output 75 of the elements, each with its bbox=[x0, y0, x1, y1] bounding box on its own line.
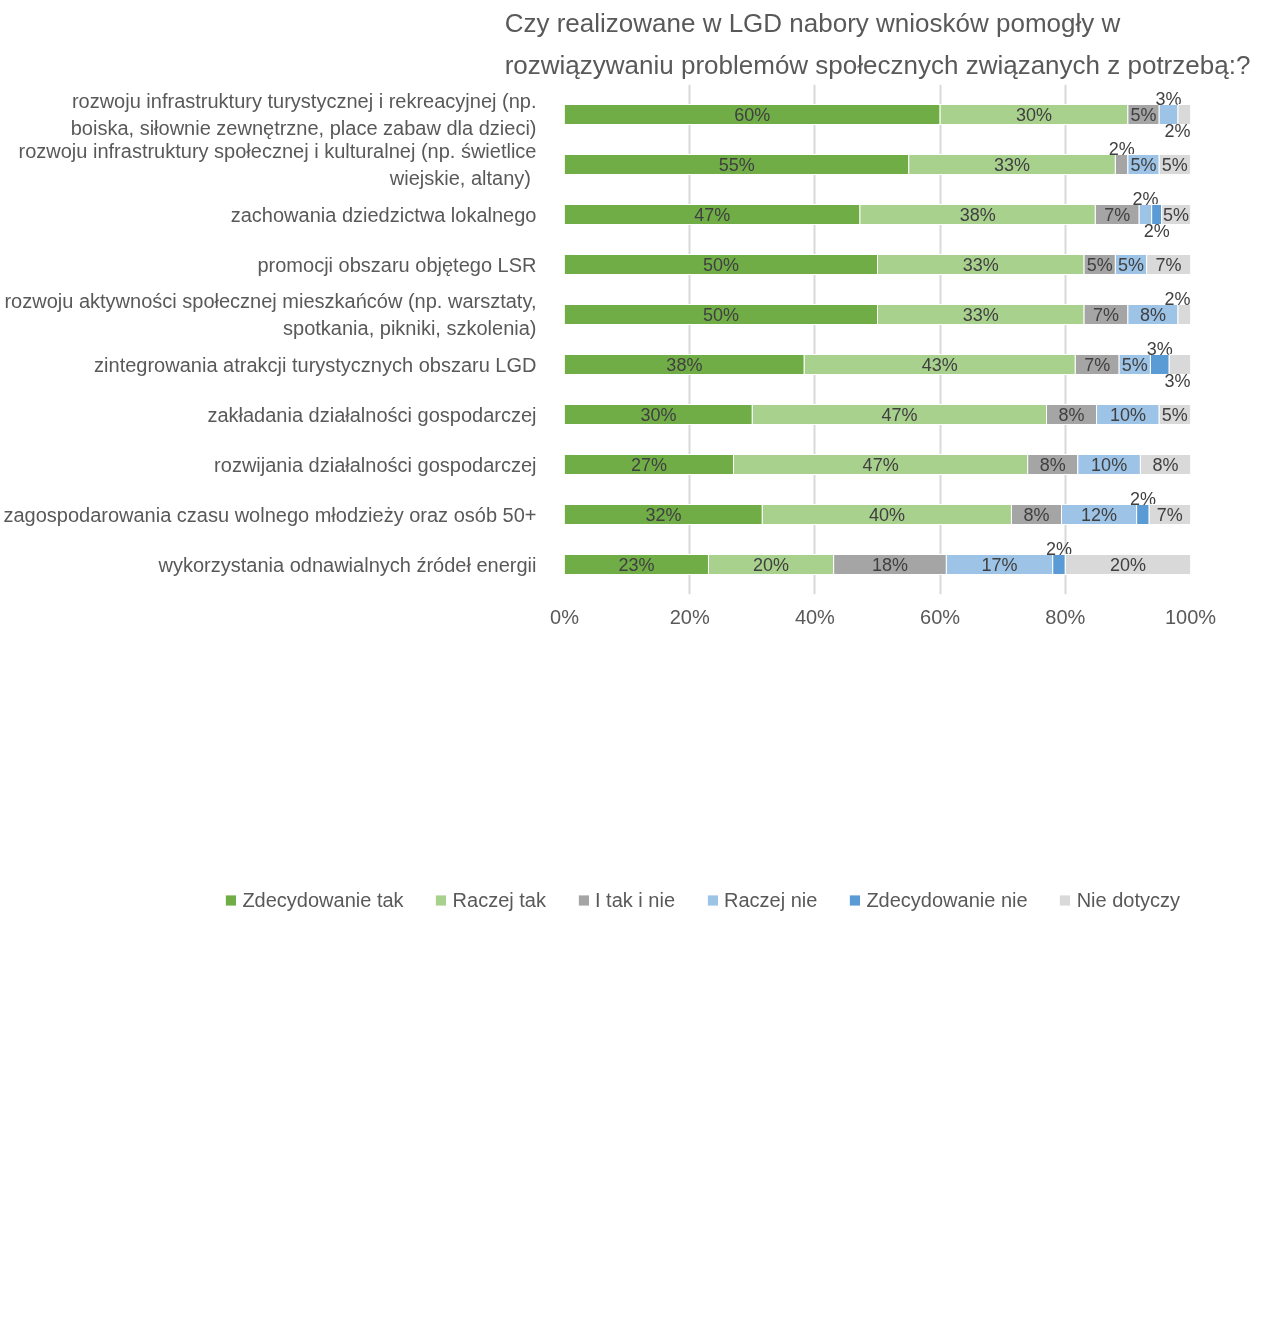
chart-title: Czy realizowane w LGD nabory wniosków pomogły w rozwiązywaniu problemów społecznych związanych z potrzebą:? bbox=[504, 7, 1251, 80]
legend-label: Raczej nie bbox=[724, 888, 818, 912]
data-label: 12% bbox=[1081, 504, 1118, 525]
y-tick-label: zakładania działalności gospodarczej bbox=[207, 403, 537, 426]
data-label: 55% bbox=[718, 154, 755, 175]
data-label: 5% bbox=[1086, 254, 1113, 275]
data-label: 23% bbox=[618, 554, 655, 575]
data-label: 10% bbox=[1091, 454, 1128, 475]
legend-label: Zdecydowanie nie bbox=[866, 888, 1028, 912]
y-tick-label: promocji obszaru objętego LSR bbox=[257, 253, 537, 276]
data-label: 2% bbox=[1132, 188, 1159, 209]
data-label: 17% bbox=[981, 554, 1018, 575]
data-label: 3% bbox=[1164, 370, 1191, 391]
data-label: 32% bbox=[645, 504, 682, 525]
data-label: 5% bbox=[1130, 154, 1157, 175]
data-label: 2% bbox=[1164, 120, 1191, 141]
data-label: 33% bbox=[994, 154, 1031, 175]
data-label: 7% bbox=[1155, 254, 1182, 275]
legend-label: Raczej tak bbox=[452, 888, 546, 912]
x-tick-label: 40% bbox=[794, 605, 836, 628]
data-label: 7% bbox=[1092, 304, 1119, 325]
data-label: 10% bbox=[1109, 404, 1146, 425]
data-label: 47% bbox=[862, 454, 899, 475]
data-label: 33% bbox=[962, 304, 999, 325]
data-label: 2% bbox=[1129, 488, 1156, 509]
data-label: 8% bbox=[1039, 454, 1066, 475]
data-label: 5% bbox=[1161, 404, 1188, 425]
data-label: 8% bbox=[1152, 454, 1179, 475]
y-tick-label: rozwoju infrastruktury społecznej i kulturalnej (np. świetlice wiejskie, altany) bbox=[18, 140, 537, 189]
legend-label: Nie dotyczy bbox=[1076, 888, 1180, 912]
data-label: 7% bbox=[1104, 204, 1131, 225]
data-label: 2% bbox=[1046, 538, 1073, 559]
data-label: 18% bbox=[872, 554, 909, 575]
data-label: 30% bbox=[640, 404, 677, 425]
data-label: 50% bbox=[702, 254, 740, 275]
data-label: 27% bbox=[631, 454, 668, 475]
data-label: 5% bbox=[1161, 154, 1188, 175]
data-label: 7% bbox=[1084, 354, 1111, 375]
data-label: 8% bbox=[1023, 504, 1050, 525]
y-tick-label: wykorzystania odnawialnych źródeł energii bbox=[157, 553, 537, 576]
y-tick-label: zachowania dziedzictwa lokalnego bbox=[230, 203, 537, 226]
data-label: 2% bbox=[1164, 288, 1191, 309]
data-label: 33% bbox=[962, 254, 999, 275]
x-tick-label: 60% bbox=[920, 605, 961, 628]
data-label: 8% bbox=[1139, 304, 1166, 325]
y-tick-label: rozwoju aktywności społecznej mieszkańców (np. warsztaty, spotkania, pikniki, szkolenia) bbox=[4, 290, 537, 339]
data-label: 47% bbox=[694, 204, 731, 225]
data-label: 20% bbox=[753, 554, 790, 575]
data-label: 3% bbox=[1155, 88, 1182, 109]
y-tick-label: rozwoju infrastruktury turystycznej i rekreacyjnej (np. boiska, siłownie zewnętrzne, place zabaw dla dzieci) bbox=[70, 90, 537, 139]
data-label: 30% bbox=[1015, 104, 1053, 125]
x-tick-label: 80% bbox=[1045, 605, 1086, 628]
data-label: 38% bbox=[959, 204, 996, 225]
data-label: 7% bbox=[1156, 504, 1183, 525]
data-label: 3% bbox=[1146, 338, 1173, 359]
data-label: 43% bbox=[921, 354, 958, 375]
data-label: 50% bbox=[702, 304, 740, 325]
legend-label: I tak i nie bbox=[594, 888, 676, 912]
data-label: 38% bbox=[666, 354, 703, 375]
x-tick-label: 20% bbox=[669, 605, 710, 628]
data-label: 8% bbox=[1058, 404, 1085, 425]
x-tick-label: 100% bbox=[1164, 605, 1217, 628]
x-tick-label: 0% bbox=[550, 605, 580, 628]
data-label: 5% bbox=[1121, 354, 1148, 375]
data-label: 5% bbox=[1130, 104, 1157, 125]
data-label: 40% bbox=[868, 504, 905, 525]
y-tick-label: zagospodarowania czasu wolnego młodzieży oraz osób 50+ bbox=[3, 503, 537, 526]
y-tick-label: rozwijania działalności gospodarczej bbox=[214, 453, 537, 476]
data-label: 5% bbox=[1163, 204, 1190, 225]
data-label: 47% bbox=[881, 404, 918, 425]
legend-label: Zdecydowanie tak bbox=[242, 888, 404, 912]
y-tick-label: zintegrowania atrakcji turystycznych obszaru LGD bbox=[94, 353, 537, 376]
data-label: 60% bbox=[734, 104, 771, 125]
data-label: 20% bbox=[1109, 554, 1146, 575]
data-label: 5% bbox=[1118, 254, 1145, 275]
